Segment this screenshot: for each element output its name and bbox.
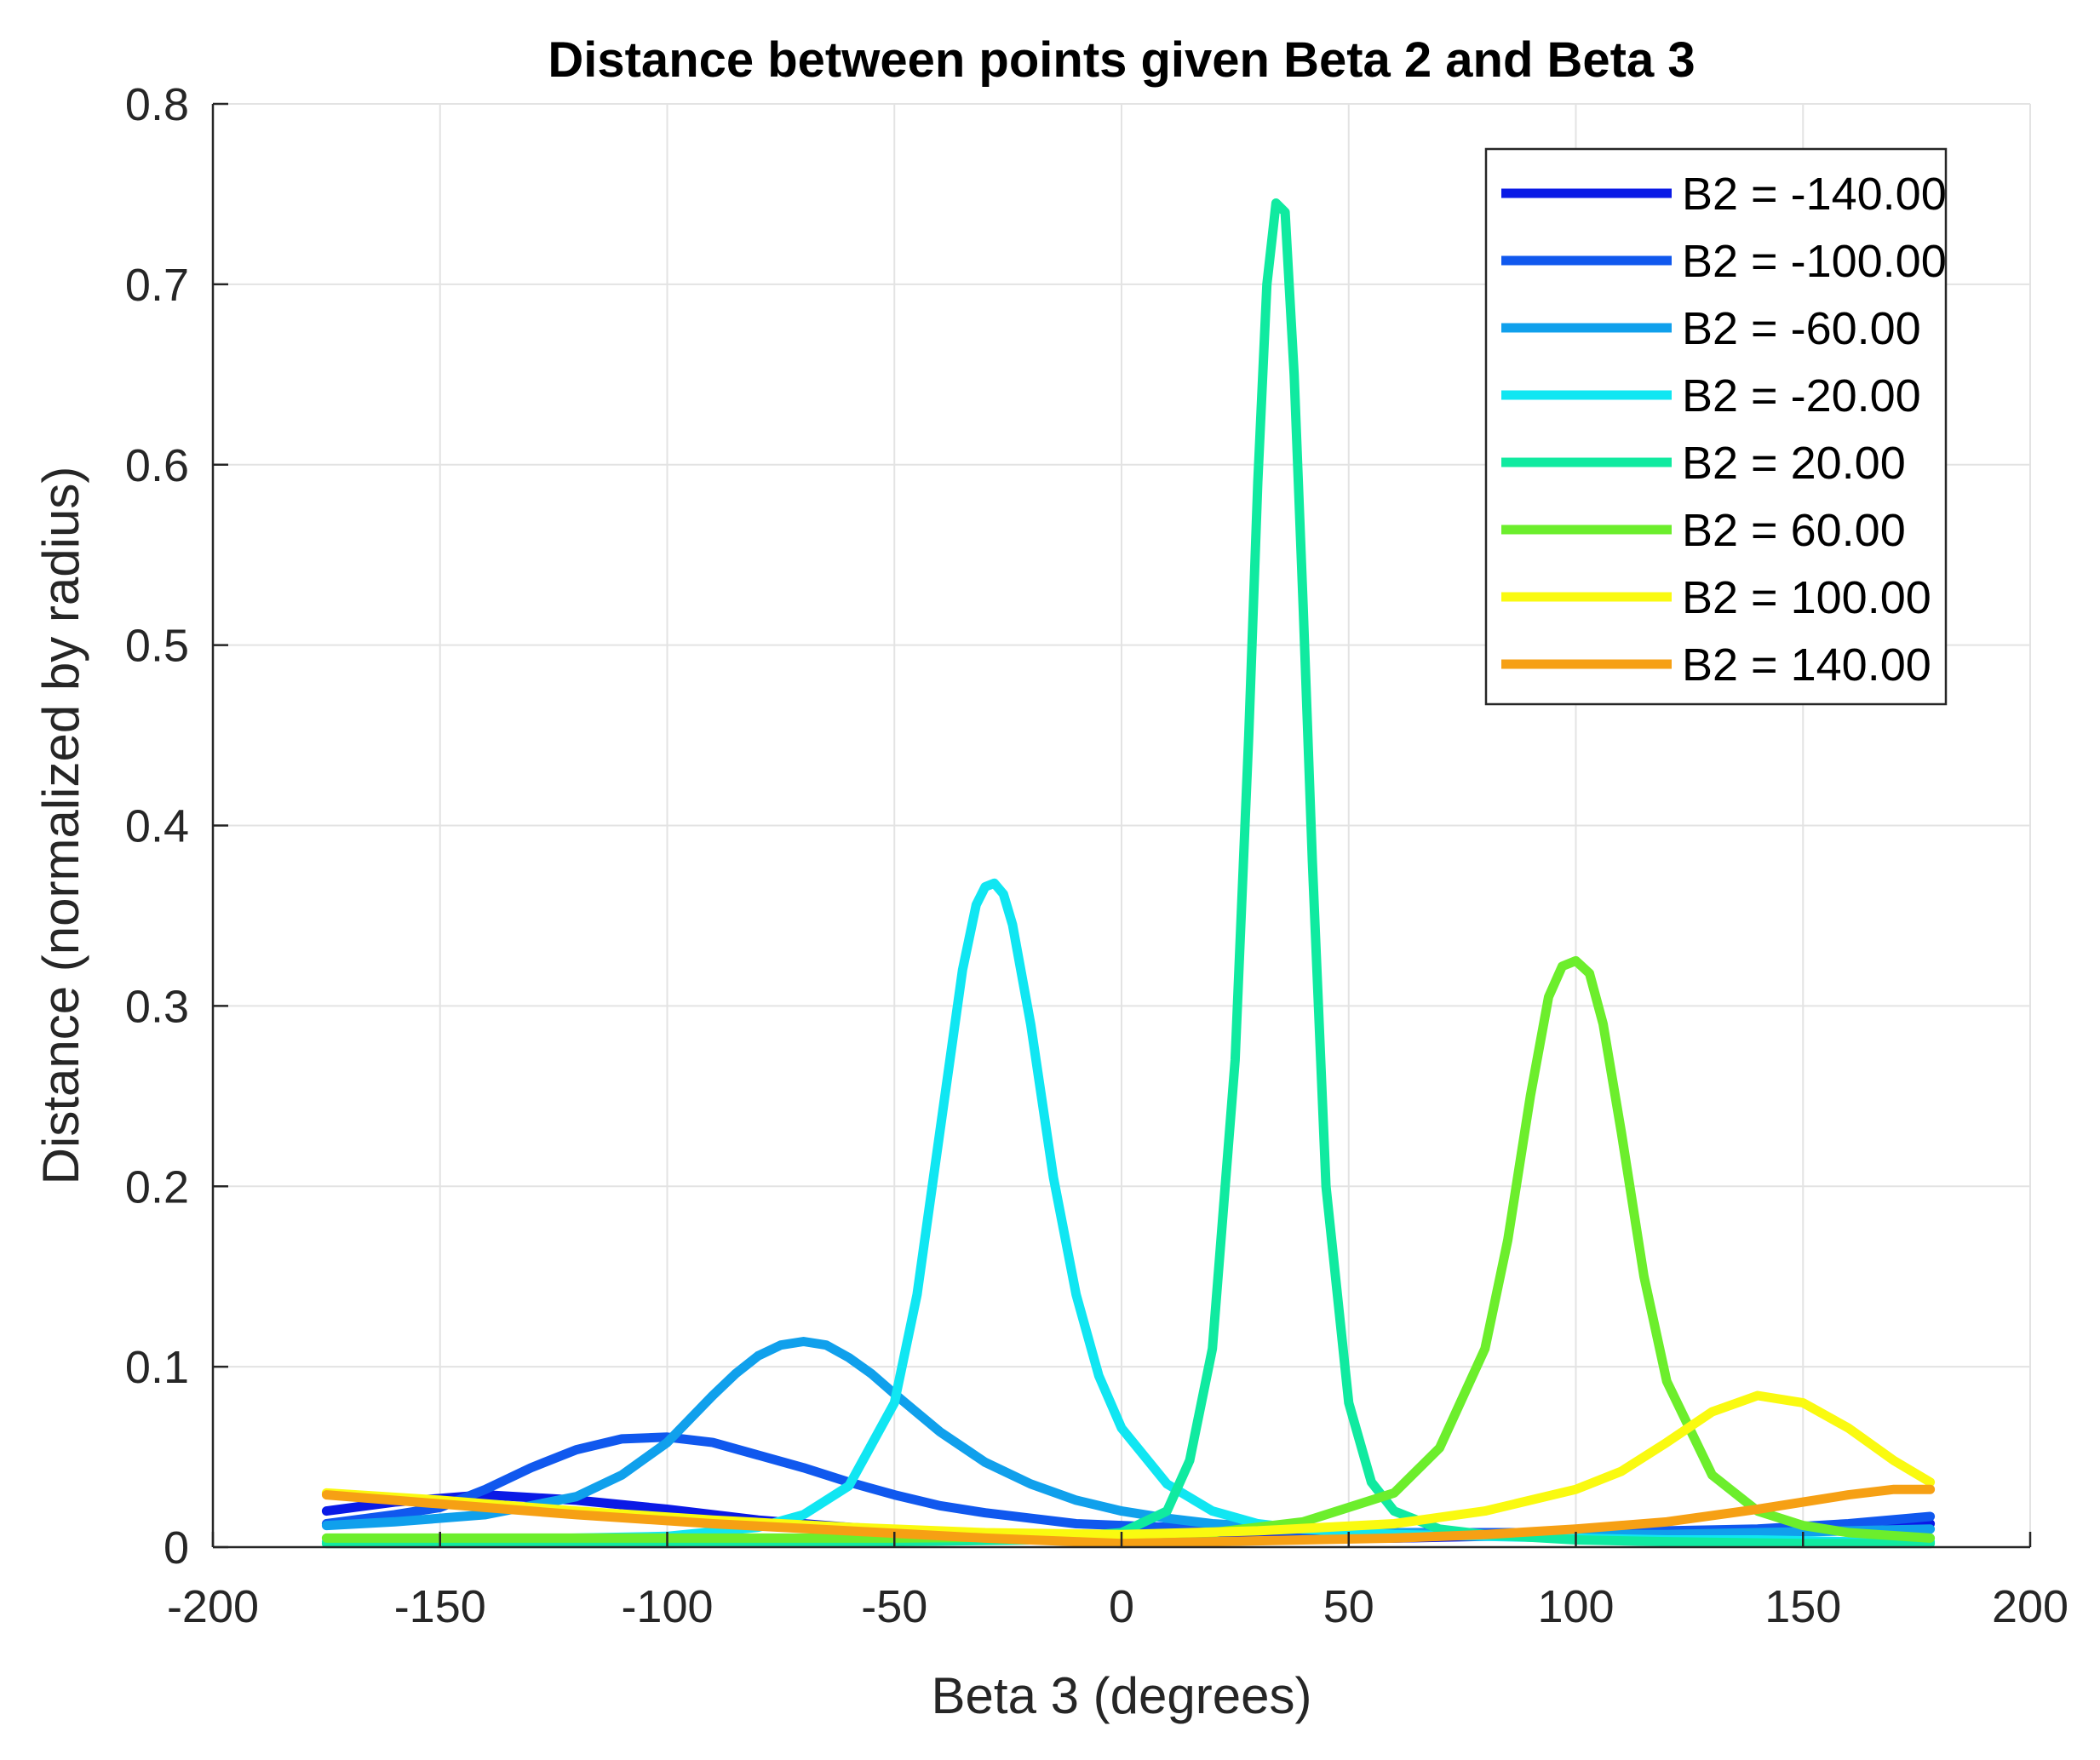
x-axis-label: Beta 3 (degrees) xyxy=(932,1667,1312,1724)
x-tick-label: -150 xyxy=(394,1581,486,1632)
chart-title: Distance between points given Beta 2 and… xyxy=(548,32,1695,88)
legend: B2 = -140.00 B2 = -100.00 B2 = -60.00 B2 = … xyxy=(1484,147,1948,706)
y-tick-label: 0.4 xyxy=(125,801,189,852)
x-tick-label: -200 xyxy=(167,1581,259,1632)
y-tick-label: 0 xyxy=(164,1522,189,1574)
series-line-7 xyxy=(321,1484,1936,1549)
axes xyxy=(211,102,2032,1549)
y-tick-label: 0.6 xyxy=(125,440,189,491)
legend-label: B2 = 140.00 xyxy=(1682,639,1931,691)
y-tick-label: 0.1 xyxy=(125,1342,189,1393)
y-tick-label: 0.2 xyxy=(125,1161,189,1213)
x-tick-label: 50 xyxy=(1323,1581,1374,1632)
x-tick-label: 200 xyxy=(1992,1581,2068,1632)
x-tick-label: 0 xyxy=(1109,1581,1134,1632)
x-tick-label: 150 xyxy=(1764,1581,1841,1632)
y-axis-label: Distance (normalized by radius) xyxy=(32,467,89,1185)
legend-box xyxy=(1484,147,1948,706)
y-tick-label: 0.3 xyxy=(125,981,189,1032)
tick-labels: -200 -150 -100 -50 0 50 100 150 200 0 0.1 0.2 0.3 0.4… xyxy=(125,79,2068,1632)
x-tick-label: -50 xyxy=(861,1581,927,1632)
legend-label: B2 = 100.00 xyxy=(1682,572,1931,623)
legend-label: B2 = -20.00 xyxy=(1682,370,1921,421)
y-tick-label: 0.7 xyxy=(125,260,189,311)
legend-label: B2 = 20.00 xyxy=(1682,438,1906,489)
legend-label: B2 = 60.00 xyxy=(1682,505,1906,556)
legend-label: B2 = -60.00 xyxy=(1682,303,1921,354)
legend-label: B2 = -100.00 xyxy=(1682,236,1947,287)
y-tick-label: 0.5 xyxy=(125,621,189,672)
x-tick-label: 100 xyxy=(1537,1581,1614,1632)
legend-label: B2 = -140.00 xyxy=(1682,169,1947,220)
x-tick-label: -100 xyxy=(621,1581,713,1632)
y-tick-label: 0.8 xyxy=(125,79,189,130)
